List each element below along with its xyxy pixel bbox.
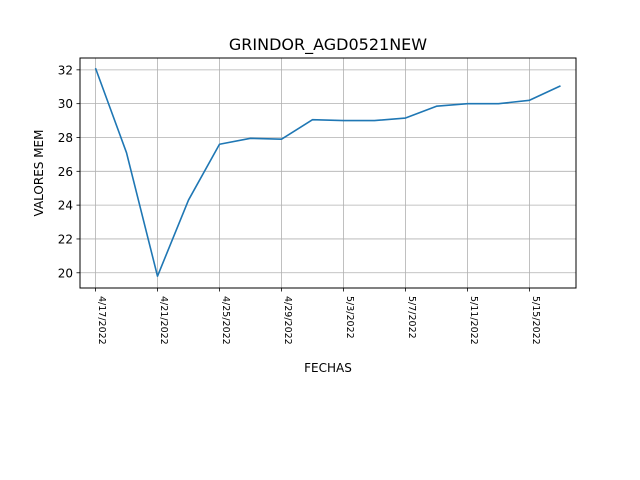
y-tick-label: 28 [58, 131, 73, 145]
series-line [94, 67, 561, 277]
y-tick-label: 20 [58, 266, 73, 280]
x-tick-label: 5/15/2022 [530, 296, 541, 345]
x-tick-label: 5/11/2022 [468, 296, 479, 345]
x-axis-label: FECHAS [304, 361, 352, 375]
y-tick-label: 22 [58, 232, 73, 246]
y-tick-label: 30 [58, 97, 73, 111]
y-axis-label: VALORES MEM [32, 130, 46, 217]
x-tick-label: 4/21/2022 [158, 296, 169, 345]
y-tick-label: 26 [58, 165, 73, 179]
y-tick-label: 24 [58, 199, 73, 213]
y-tick-label: 32 [58, 63, 73, 77]
x-tick-label: 5/3/2022 [344, 296, 355, 339]
y-axis: 20 22 24 26 28 30 32 [58, 63, 80, 280]
grid [80, 58, 576, 288]
x-axis: 4/17/2022 4/21/2022 4/25/2022 4/29/2022 5/3/… [95, 288, 541, 345]
x-tick-label: 4/25/2022 [220, 296, 231, 345]
x-tick-label: 5/7/2022 [406, 296, 417, 339]
plot-area-frame [79, 57, 577, 289]
x-tick-label: 4/17/2022 [96, 296, 107, 345]
chart-title: GRINDOR_AGD0521NEW [229, 35, 427, 55]
x-tick-label: 4/29/2022 [282, 296, 293, 345]
series-layer [94, 67, 561, 277]
